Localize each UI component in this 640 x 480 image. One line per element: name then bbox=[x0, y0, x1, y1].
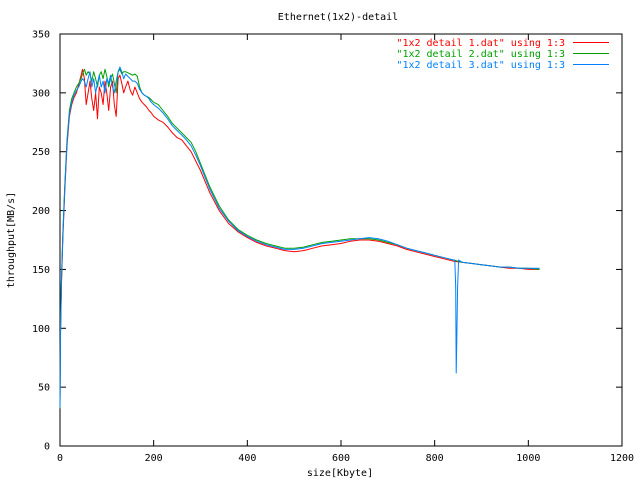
legend: "1x2 detail 1.dat" using 1:3"1x2 detail … bbox=[396, 38, 609, 71]
y-tick-label: 300 bbox=[32, 88, 50, 99]
y-tick-label: 150 bbox=[32, 265, 50, 276]
x-axis: 0 200 400 600 800 1000 1200 bbox=[57, 34, 634, 464]
series-layer bbox=[59, 66, 540, 409]
x-tick-label: 1000 bbox=[516, 453, 540, 464]
y-axis: 0 50 100 150 200 250 300 350 bbox=[32, 30, 622, 453]
x-tick-label: 0 bbox=[57, 453, 63, 464]
x-tick-label: 600 bbox=[332, 453, 350, 464]
y-tick-label: 0 bbox=[44, 442, 50, 453]
legend-label-1: "1x2 detail 1.dat" using 1:3 bbox=[396, 38, 565, 49]
y-tick-label: 200 bbox=[32, 206, 50, 217]
x-axis-label: size[Kbyte] bbox=[307, 468, 373, 479]
series-line-2 bbox=[59, 68, 540, 409]
x-tick-label: 800 bbox=[426, 453, 444, 464]
y-tick-label: 50 bbox=[38, 383, 50, 394]
y-tick-label: 350 bbox=[32, 30, 50, 41]
x-tick-label: 400 bbox=[238, 453, 256, 464]
y-tick-label: 100 bbox=[32, 324, 50, 335]
legend-label-3: "1x2 detail 3.dat" using 1:3 bbox=[396, 60, 565, 71]
x-tick-label: 200 bbox=[145, 453, 163, 464]
y-axis-label: throughput[MB/s] bbox=[6, 192, 17, 288]
series-line-1 bbox=[59, 68, 540, 405]
legend-label-2: "1x2 detail 2.dat" using 1:3 bbox=[396, 49, 565, 60]
x-tick-label: 1200 bbox=[610, 453, 634, 464]
series-line-3 bbox=[59, 66, 540, 408]
y-tick-label: 250 bbox=[32, 147, 50, 158]
chart-title: Ethernet(1x2)-detail bbox=[278, 12, 398, 23]
